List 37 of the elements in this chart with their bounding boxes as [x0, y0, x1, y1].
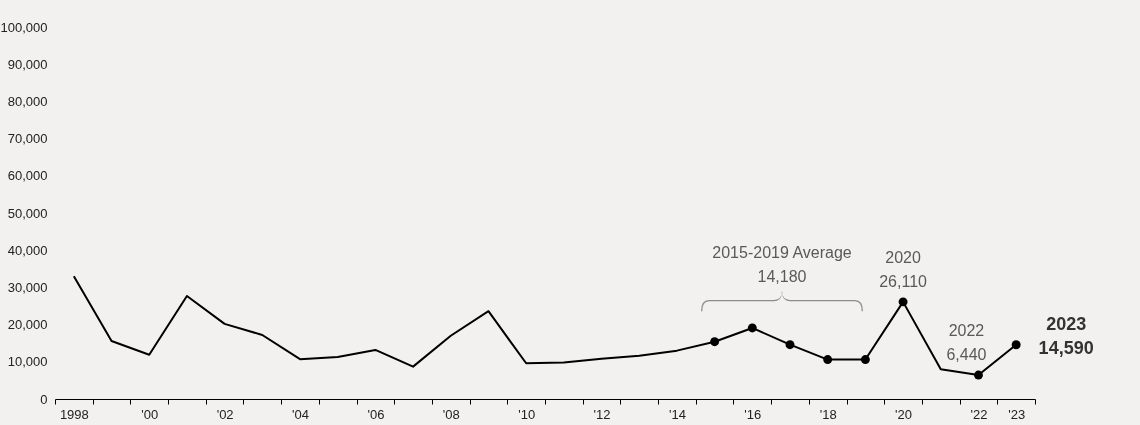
x-tick-label: '06: [367, 406, 385, 422]
y-tick-label: 0: [40, 391, 48, 407]
x-tick-label: '10: [518, 406, 536, 422]
point: [1011, 340, 1021, 350]
x-tick-label: '08: [442, 406, 460, 422]
annotation: 2020 26,110: [879, 248, 928, 290]
x-tick-label: '14: [668, 406, 686, 422]
x-tick-label: '22: [970, 406, 988, 422]
x-tick-label: '04: [292, 406, 309, 422]
x-tick-label: '12: [593, 406, 611, 422]
y-tick-label: 90,000: [7, 56, 48, 72]
annotation: 2022 6,440: [946, 322, 987, 364]
annotation: 2023 14,590: [1038, 313, 1094, 358]
y-tick-label: 50,000: [7, 205, 48, 221]
x-tick-label: '18: [819, 406, 837, 422]
y-tick-label: 70,000: [7, 131, 48, 147]
y-tick-label: 20,000: [7, 317, 48, 333]
y-tick-label: 100,000: [0, 19, 48, 35]
point: [973, 370, 983, 380]
x-tick-label: '00: [141, 406, 159, 422]
x-tick-label: '16: [744, 406, 762, 422]
x-tick-label: '02: [216, 406, 234, 422]
point: [710, 337, 720, 347]
point: [860, 355, 870, 365]
x-tick-label: '23: [1008, 406, 1026, 422]
point: [898, 297, 908, 307]
y-tick-label: 10,000: [7, 354, 48, 370]
x-tick-label: 1998: [59, 406, 89, 422]
y-tick-label: 40,000: [7, 242, 48, 258]
annotation: 2015-2019 Average 14,180: [712, 244, 852, 285]
y-tick-label: 60,000: [7, 168, 48, 184]
y-tick-label: 80,000: [7, 93, 48, 109]
y-tick-label: 30,000: [7, 279, 48, 295]
point: [785, 340, 795, 350]
point: [823, 355, 833, 365]
point: [747, 323, 757, 333]
x-tick-label: '20: [895, 406, 913, 422]
